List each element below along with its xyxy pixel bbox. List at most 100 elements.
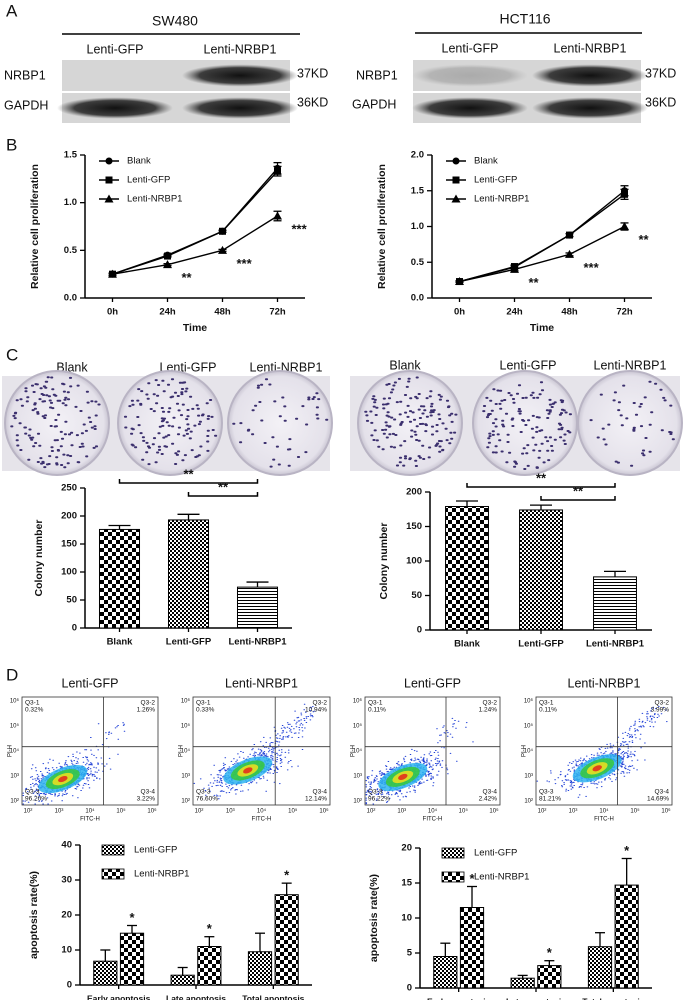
marker [105,157,113,165]
significance: ** [183,466,194,481]
flow-frame [192,696,331,806]
x-tick-label: 72h [616,307,633,318]
flow-y-tick: 10³ [524,774,533,780]
legend-label: Lenti-GFP [474,848,517,859]
bar [119,932,145,986]
flow-y-tick: 10³ [181,774,190,780]
quadrant-name: Q3-1 [539,700,554,707]
flow-y-tick: 10⁶ [10,698,20,705]
quadrant-value: 12.14% [305,796,327,803]
x-tick-label: 24h [506,307,523,318]
significance: ** [573,483,584,498]
significance: ** [529,275,540,290]
legend-swatch [441,847,465,859]
y-tick-label: 10 [61,945,72,956]
y-tick-label: 50 [411,590,422,601]
bar [247,951,273,986]
flow-x-tick: 10² [195,809,204,815]
flow-frame [535,696,673,806]
blot-band [412,97,528,119]
bar [445,505,489,631]
flow-x-tick: 10³ [226,809,235,815]
x-tick-label: Lenti-GFP [518,639,564,650]
significance: *** [292,221,308,236]
plate-label: Lenti-GFP [500,358,557,372]
size-label: 37KD [297,66,328,80]
flow-xlabel: FITC-H [594,817,614,823]
flow-x-tick: 10⁶ [147,808,157,815]
flow-density [243,767,253,774]
quadrant-name: Q3-2 [655,700,670,707]
flow-ylabel: PI-H [179,745,185,757]
quadrant-value: 0.33% [196,707,215,714]
x-tick-label: 72h [269,307,286,318]
flow-y-tick: 10⁵ [353,723,363,730]
legend-swatch [101,868,125,880]
flow-x-tick: 10⁵ [459,808,469,815]
significance: * [547,945,553,960]
x-tick-label: Lenti-NRBP1 [586,639,645,650]
x-tick-label: Total apoptosis [582,996,644,1000]
bar [593,576,637,631]
bar [197,946,222,986]
chart: 0.0 0.5 1.0 1.5 2.0 Relative cell proliferati… [376,150,652,334]
colonies [589,380,675,467]
y-axis-label: apoptosis rate(%) [368,874,380,962]
significance: ** [182,270,193,285]
protein-label: GAPDH [352,97,396,111]
series-line [112,170,279,275]
bar [433,956,458,989]
marker [451,194,461,203]
bar [98,528,141,629]
colonies [10,376,101,469]
y-tick-label: 0 [67,980,72,991]
protein-label: NRBP1 [4,68,46,82]
y-tick-label: 250 [61,483,77,494]
blot-band [532,64,648,87]
marker [273,211,282,220]
flow-x-tick: 10⁶ [319,808,329,815]
flow-ylabel: PI-H [522,745,528,757]
flow-ylabel: PI-H [8,745,14,757]
y-tick-label: 40 [61,840,72,851]
y-tick-label: 100 [406,556,422,567]
blot-band [182,64,298,87]
flow-y-tick: 10³ [10,774,19,780]
quadrant-value: 2.42% [479,796,498,803]
flow-title: Lenti-NRBP1 [568,676,641,690]
y-tick-label: 1.0 [411,221,424,232]
flow-y-tick: 10⁴ [524,748,534,755]
y-tick-label: 50 [66,595,77,606]
panel-label: A [6,1,18,20]
lane-label: Lenti-NRBP1 [204,42,277,56]
quadrant-name: Q3-4 [483,789,498,796]
flow-density [58,776,68,783]
quadrant-value: 14.69% [647,796,669,803]
flow-x-tick: 10⁴ [428,808,438,815]
plate [577,370,683,476]
marker [219,227,226,235]
significance: ** [639,232,650,247]
y-tick-label: 20 [401,843,412,854]
x-tick-label: Late apoptosis [166,993,226,1000]
flow-x-tick: 10² [538,809,547,815]
legend-label: Blank [127,156,151,167]
flow-y-tick: 10⁵ [524,723,534,730]
y-tick-label: 20 [61,910,72,921]
quadrant-name: Q3-2 [313,700,328,707]
legend-swatch [101,844,125,856]
flow-x-tick: 10² [24,809,33,815]
flow-y-tick: 10⁴ [181,748,191,755]
flow-xlabel: FITC-H [423,817,443,823]
marker [510,264,519,273]
series-line [459,225,625,283]
colonies [232,378,329,468]
panel-label: B [6,135,17,154]
y-tick-label: 0.5 [64,245,78,256]
legend-label: Lenti-NRBP1 [474,872,529,883]
x-tick-label: 0h [454,307,465,318]
marker [105,176,113,184]
legend-label: Lenti-NRBP1 [134,869,189,880]
